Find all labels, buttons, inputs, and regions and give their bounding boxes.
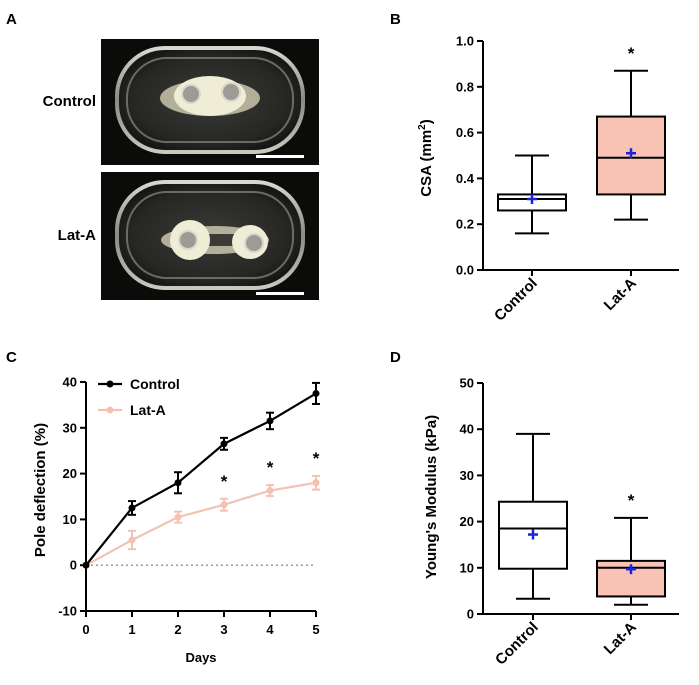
x-axis-label-days: Days — [185, 650, 216, 665]
y-tick-label: 10 — [460, 560, 474, 575]
y-axis-label-csa: CSA (mm2) — [417, 119, 435, 197]
box-control — [497, 154, 567, 235]
y-tick-label: 1.0 — [456, 34, 474, 49]
x-tick-label: 0 — [82, 622, 89, 637]
data-point — [312, 479, 320, 487]
box-control — [498, 432, 568, 600]
data-point — [82, 561, 90, 569]
data-point — [220, 501, 228, 509]
y-tick-label: 0.6 — [456, 125, 474, 140]
y-tick-label: 20 — [63, 466, 77, 481]
series-line — [85, 392, 317, 566]
x-tick-label: 2 — [174, 622, 181, 637]
x-tick-label: 4 — [266, 622, 274, 637]
data-point — [128, 536, 136, 544]
scale-bar — [256, 292, 304, 295]
y-tick-label: 0 — [467, 607, 474, 622]
legend-swatch-marker — [106, 406, 114, 414]
row-label-lat-a: Lat-A — [58, 227, 96, 244]
significance-star: * — [313, 449, 320, 468]
x-category-label: Control — [492, 619, 542, 669]
x-tick-label: 3 — [220, 622, 227, 637]
y-tick-label: 0 — [70, 558, 77, 573]
data-point — [266, 417, 274, 425]
pole-left — [181, 84, 201, 104]
y-axis-label-modulus: Young's Modulus (kPa) — [423, 415, 440, 579]
pole-right — [221, 82, 241, 102]
panel-label-a: A — [6, 11, 17, 28]
x-tick-label: 1 — [128, 622, 135, 637]
panel-label-c: C — [6, 349, 17, 366]
micrograph-control — [101, 39, 319, 165]
y-tick-label: -10 — [58, 604, 77, 619]
micrograph-lat-a — [101, 172, 319, 300]
y-tick-label: 30 — [460, 468, 474, 483]
pole-right — [244, 233, 264, 253]
x-category-label: Control — [491, 275, 541, 325]
y-tick-label: 0.8 — [456, 79, 474, 94]
y-tick-label: 40 — [63, 375, 77, 390]
legend-swatch-marker — [106, 380, 114, 388]
x-tick-label: 5 — [312, 622, 319, 637]
data-point — [174, 479, 182, 487]
y-tick-label: 0.0 — [456, 263, 474, 278]
y-tick-label: 0.4 — [456, 171, 475, 186]
legend-label: Lat-A — [130, 402, 166, 418]
x-category-label: Lat-A — [601, 619, 640, 658]
y-tick-label: 30 — [63, 420, 77, 435]
series-lat-a — [82, 474, 320, 569]
significance-star: * — [628, 44, 635, 63]
box-lat-a — [596, 69, 666, 221]
significance-star: * — [267, 458, 274, 477]
data-point — [128, 504, 136, 512]
well-inner-ring — [126, 57, 294, 143]
legend: Control Lat-A — [98, 376, 180, 418]
y-axis-label-deflection: Pole deflection (%) — [32, 423, 49, 557]
series-control — [82, 381, 320, 569]
y-tick-label: 20 — [460, 514, 474, 529]
legend-label: Control — [130, 376, 180, 392]
well-inner-ring — [126, 191, 294, 279]
panel-label-d: D — [390, 349, 401, 366]
box-lat-a — [596, 516, 666, 606]
scale-bar — [256, 155, 304, 158]
chart-csa: 0.0 0.2 0.4 0.6 0.8 1.0 Control * Lat-A — [456, 34, 679, 325]
significance-star: * — [221, 472, 228, 491]
data-point — [266, 487, 274, 495]
chart-pole-deflection: -10 0 10 20 30 40 0 1 2 3 4 5 * * * Control Lat-A — [58, 375, 320, 637]
panel-label-b: B — [390, 11, 401, 28]
data-point — [220, 440, 228, 448]
data-point — [174, 513, 182, 521]
row-label-control: Control — [43, 93, 96, 110]
y-tick-label: 40 — [460, 422, 474, 437]
chart-youngs-modulus: 0 10 20 30 40 50 Control * Lat-A — [460, 376, 679, 669]
x-category-label: Lat-A — [601, 275, 640, 314]
data-point — [312, 389, 320, 397]
y-tick-label: 50 — [460, 376, 474, 391]
series-line — [85, 481, 317, 567]
significance-star: * — [628, 491, 635, 510]
y-tick-label: 0.2 — [456, 217, 474, 232]
box-iqr — [498, 500, 568, 570]
y-tick-label: 10 — [63, 512, 77, 527]
pole-left — [178, 230, 198, 250]
